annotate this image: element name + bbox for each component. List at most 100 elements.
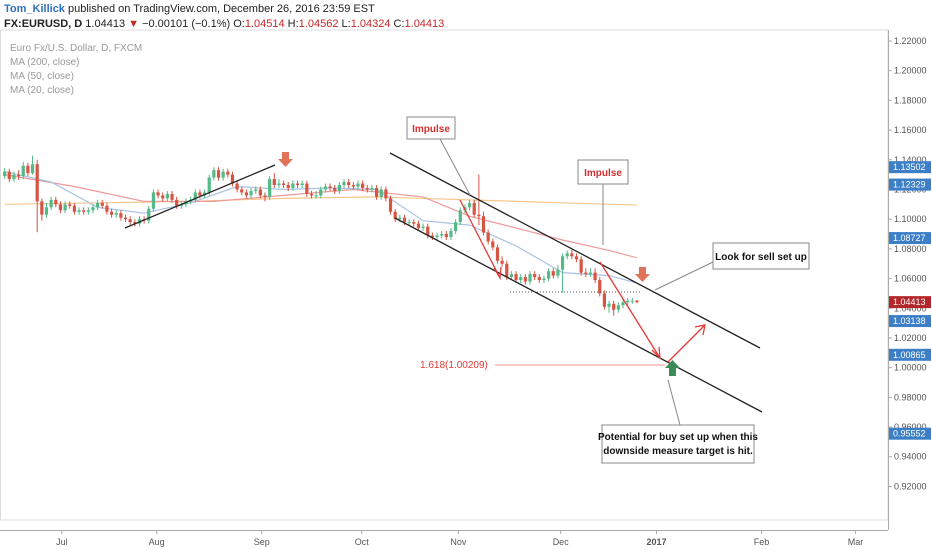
x-tick-label: Dec <box>553 537 570 547</box>
candle-body <box>258 189 262 196</box>
candle-body <box>412 222 416 224</box>
candle-body <box>365 187 369 190</box>
candle-body <box>295 183 300 186</box>
candle-body <box>477 214 481 217</box>
candle-body <box>77 210 81 212</box>
ma-line <box>4 196 637 206</box>
y-tick-label: 1.04000 <box>894 303 927 313</box>
candle-body <box>82 210 86 212</box>
candle-body <box>486 232 490 242</box>
channel-upper <box>389 152 761 349</box>
candle-body <box>593 272 597 281</box>
callout-pointers <box>439 138 714 426</box>
x-tick-label: Sep <box>254 537 270 547</box>
candle-body <box>119 213 123 218</box>
candle-body <box>523 277 527 282</box>
candle-body <box>379 189 383 197</box>
candle-body <box>635 300 639 303</box>
candle-body <box>472 202 476 215</box>
candle-body <box>309 193 314 196</box>
candle-body <box>49 199 53 208</box>
candle-body <box>509 274 514 278</box>
candle-body <box>505 263 509 278</box>
pointer <box>439 138 471 196</box>
candle-body <box>165 193 169 199</box>
candle-body <box>333 187 337 191</box>
candle-body <box>384 189 388 199</box>
candle-body <box>16 174 21 177</box>
callout-box <box>712 242 810 270</box>
y-tick-label: 1.14000 <box>894 155 927 165</box>
candle-body <box>147 208 151 221</box>
price-flag-label: 1.00865 <box>893 350 926 360</box>
candle-body <box>430 235 434 237</box>
candle-body <box>514 274 518 281</box>
candle-body <box>272 179 276 186</box>
candle-body <box>91 207 95 211</box>
candle-body <box>100 202 104 206</box>
candle-body <box>500 260 504 264</box>
candle-body <box>109 211 114 215</box>
candle-body <box>435 235 439 237</box>
candle-body <box>537 277 541 281</box>
y-tick-label: 1.16000 <box>894 125 927 135</box>
arrow <box>599 261 661 360</box>
candle-body <box>584 272 588 275</box>
callout-box <box>601 424 755 464</box>
candle-body <box>207 177 211 193</box>
trend-line <box>124 164 276 229</box>
candle-body <box>291 183 295 188</box>
price-flag <box>889 178 931 191</box>
candle-body <box>374 187 379 197</box>
candle-body <box>574 256 579 260</box>
pointer <box>667 379 681 426</box>
candle-body <box>495 247 500 261</box>
candle-body <box>12 174 16 180</box>
y-tick-label: 1.06000 <box>894 274 927 284</box>
candle-body <box>96 202 100 208</box>
candle-body <box>226 171 230 175</box>
price-flag-label: 1.13502 <box>893 162 926 172</box>
candle-body <box>277 183 281 186</box>
candle-body <box>579 259 583 273</box>
candle-body <box>528 274 532 282</box>
x-tick-label: Feb <box>754 537 770 547</box>
candle-body <box>393 211 397 220</box>
candle-body <box>193 192 197 200</box>
price-flag <box>889 296 931 309</box>
annotation-texts: Impulse Impulse Look for sell set up Pot… <box>412 124 807 457</box>
price-flag <box>889 232 931 245</box>
candle-body <box>626 300 630 303</box>
y-tick-label: 0.92000 <box>894 481 927 491</box>
candle-body <box>533 274 537 278</box>
candle-body <box>323 186 328 190</box>
candle-body <box>249 190 253 196</box>
channel-lower <box>394 217 763 413</box>
candle-body <box>240 189 244 193</box>
candle-body <box>244 192 249 196</box>
x-tick-label: Oct <box>355 537 370 547</box>
impulse-label: Impulse <box>584 168 622 179</box>
fib-label: 1.618(1.00209) <box>420 360 488 371</box>
candle-body <box>44 207 49 215</box>
candle-body <box>58 204 63 211</box>
candle-body <box>198 192 202 196</box>
y-tick-label: 0.94000 <box>894 452 927 462</box>
candle-body <box>151 192 156 209</box>
candle-body <box>416 223 421 229</box>
candle-body <box>547 271 551 279</box>
legend-entry: MA (50, close) <box>10 71 74 82</box>
low: 1.04324 <box>350 18 391 30</box>
candle-body <box>407 222 411 224</box>
candle-body <box>212 170 216 178</box>
impulse-label: Impulse <box>412 124 450 135</box>
price-flag-label: 0.95552 <box>893 429 926 439</box>
candle-body <box>598 280 602 294</box>
candle-body <box>607 303 611 307</box>
candle-body <box>556 269 560 276</box>
candle-body <box>481 216 486 233</box>
l-label: L: <box>341 18 351 30</box>
sell-note: Look for sell set up <box>715 252 807 263</box>
candle-body <box>426 226 430 236</box>
author[interactable]: Tom_Killick <box>4 3 65 15</box>
